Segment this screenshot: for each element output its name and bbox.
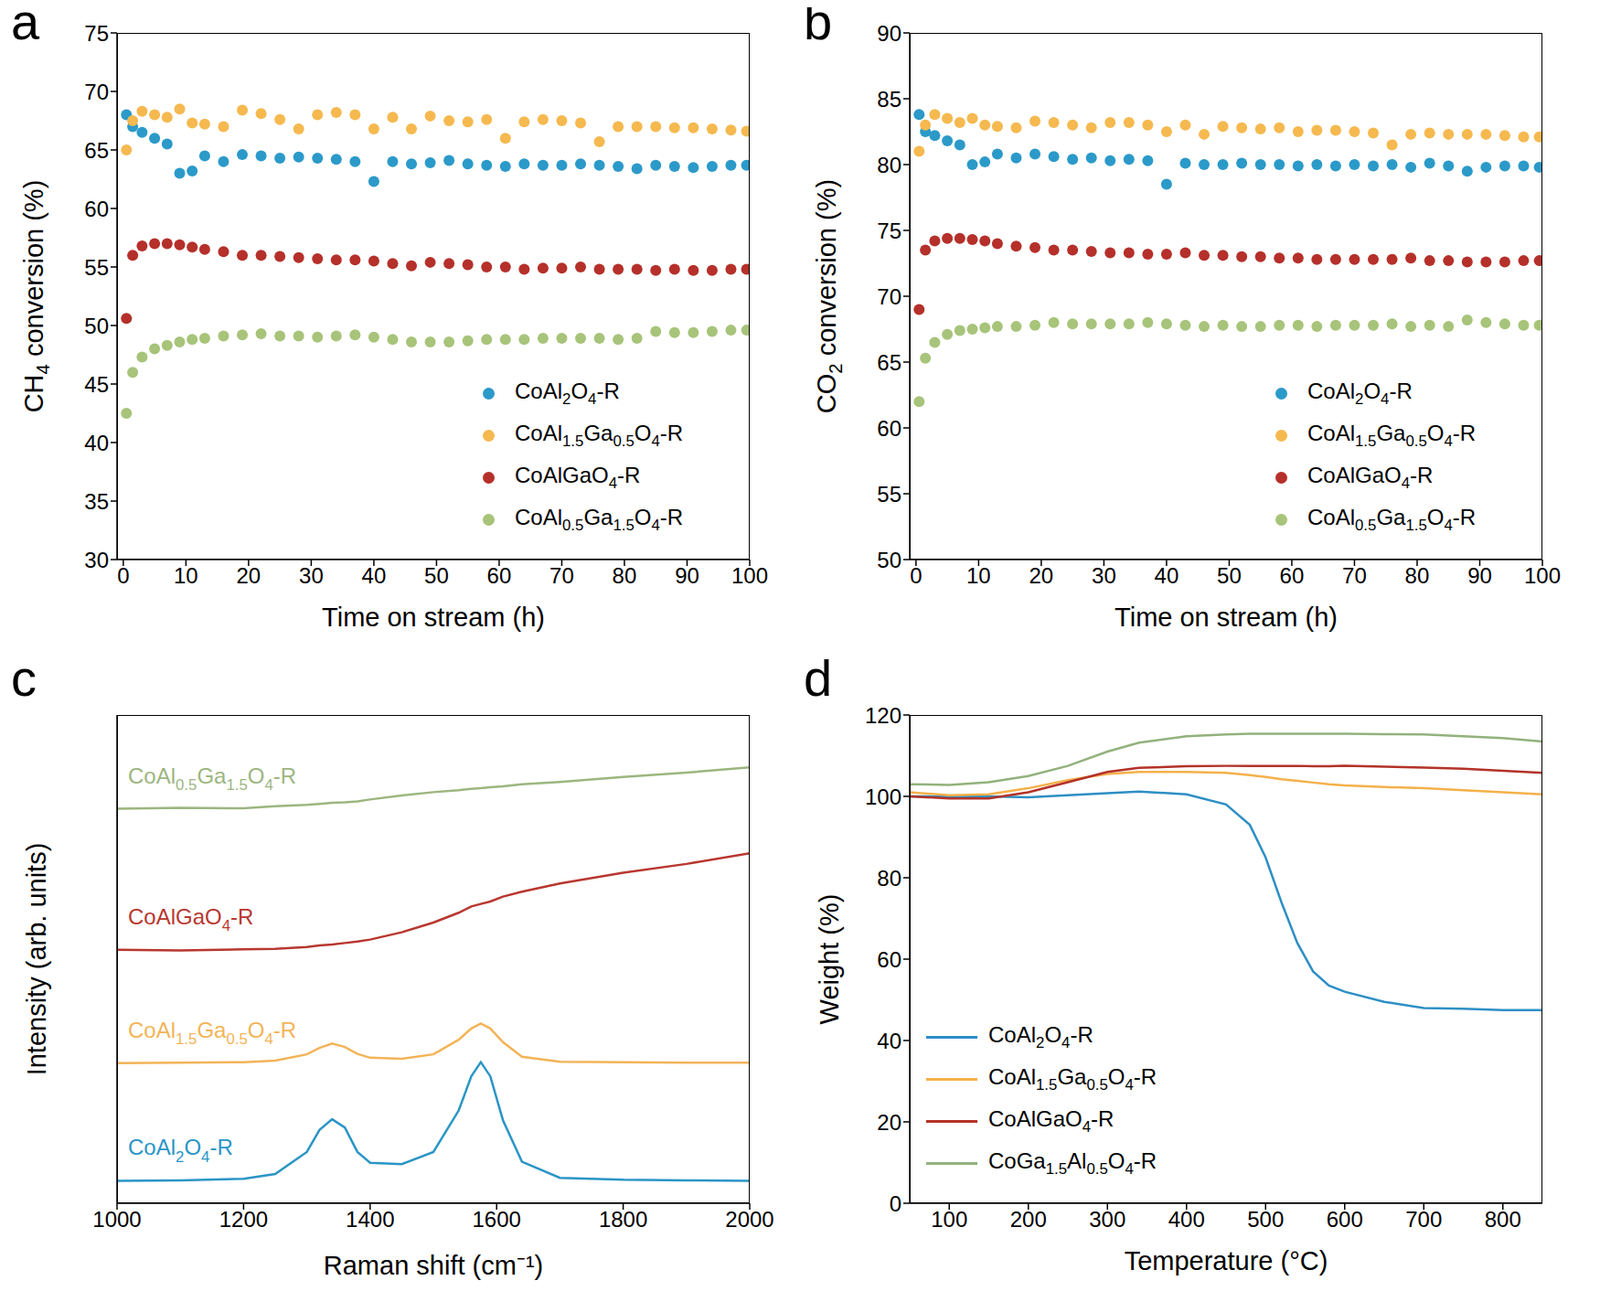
html-text:CoAl2O4-R: CoAl2O4-R — [988, 1021, 1094, 1051]
html-text:CoAl1.5Ga0.5O4-R: CoAl1.5Ga0.5O4-R — [514, 420, 684, 450]
svg-text:70: 70 — [549, 563, 575, 588]
html-text:d: d — [803, 649, 833, 707]
svg-text:1200: 1200 — [219, 1206, 268, 1232]
svg-text:0: 0 — [889, 1191, 902, 1216]
html-text:CoAlGaO4-R: CoAlGaO4-R — [988, 1105, 1114, 1135]
svg-text:20: 20 — [876, 1109, 902, 1135]
svg-text:55: 55 — [876, 481, 902, 507]
svg-text:90: 90 — [674, 563, 700, 588]
svg-text:100: 100 — [864, 784, 902, 810]
svg-text:CoAl2O4-R: CoAl2O4-R — [128, 1134, 234, 1165]
svg-text:600: 600 — [1326, 1206, 1364, 1232]
html-text:Weight (%): Weight (%) — [814, 893, 844, 1025]
html-text:CoAlGaO4-R: CoAlGaO4-R — [514, 462, 641, 492]
svg-text:70: 70 — [1342, 563, 1367, 588]
svg-text:CoAl1.5Ga0.5O4-R: CoAl1.5Ga0.5O4-R — [128, 1017, 297, 1048]
svg-text:75: 75 — [876, 218, 902, 244]
svg-text:0: 0 — [909, 563, 922, 588]
svg-text:35: 35 — [84, 489, 109, 514]
svg-text:90: 90 — [1467, 563, 1493, 588]
html-text:CoAl2O4-R: CoAl2O4-R — [1307, 378, 1413, 408]
svg-text:50: 50 — [1216, 563, 1242, 588]
svg-text:800: 800 — [1484, 1206, 1522, 1232]
html-text:conversion (%): conversion (%) — [19, 179, 49, 364]
svg-text:1800: 1800 — [598, 1206, 648, 1232]
svg-text:30: 30 — [1091, 563, 1117, 588]
svg-text:100: 100 — [1524, 563, 1561, 588]
html-text:CH: CH — [19, 374, 49, 413]
svg-text:40: 40 — [1154, 563, 1180, 588]
svg-text:40: 40 — [876, 1028, 902, 1054]
svg-text:60: 60 — [876, 416, 902, 441]
svg-text:60: 60 — [876, 947, 902, 972]
svg-text:75: 75 — [84, 21, 109, 46]
svg-text:300: 300 — [1088, 1206, 1126, 1232]
html-text:conversion (%): conversion (%) — [811, 179, 842, 364]
svg-text:70: 70 — [84, 79, 109, 105]
html-text:Time on stream (h): Time on stream (h) — [321, 602, 545, 632]
svg-text:120: 120 — [864, 703, 902, 728]
html-text:CoAl1.5Ga0.5O4-R: CoAl1.5Ga0.5O4-R — [988, 1063, 1157, 1093]
svg-text:65: 65 — [876, 350, 902, 375]
svg-text:1400: 1400 — [345, 1206, 395, 1232]
svg-text:20: 20 — [236, 563, 262, 588]
svg-text:50: 50 — [84, 313, 109, 339]
svg-text:CoAlGaO4-R: CoAlGaO4-R — [128, 904, 254, 935]
svg-text:45: 45 — [84, 372, 109, 397]
svg-text:100: 100 — [930, 1206, 968, 1232]
svg-text:20: 20 — [1029, 563, 1055, 588]
svg-text:30: 30 — [84, 547, 109, 573]
html-text:CoAl0.5Ga1.5O4-R: CoAl0.5Ga1.5O4-R — [514, 504, 684, 534]
html-text:2: 2 — [825, 363, 846, 374]
svg-text:80: 80 — [1405, 563, 1430, 588]
svg-text:500: 500 — [1247, 1206, 1284, 1232]
html-text:CoAl2O4-R: CoAl2O4-R — [514, 378, 620, 408]
svg-text:10: 10 — [173, 563, 199, 588]
svg-text:50: 50 — [876, 547, 902, 573]
svg-text:90: 90 — [876, 21, 902, 46]
svg-text:CoAl0.5Ga1.5O4-R: CoAl0.5Ga1.5O4-R — [128, 763, 297, 794]
svg-text:80: 80 — [876, 152, 902, 178]
svg-text:85: 85 — [876, 86, 902, 112]
html-text:Temperature (°C): Temperature (°C) — [1124, 1246, 1328, 1276]
svg-text:40: 40 — [84, 430, 109, 456]
svg-text:60: 60 — [1280, 563, 1305, 588]
svg-text:50: 50 — [424, 563, 449, 588]
svg-text:60: 60 — [487, 563, 512, 588]
html-text:4: 4 — [32, 363, 53, 375]
svg-text:55: 55 — [84, 255, 109, 280]
html-text:Raman shift (cm⁻¹): Raman shift (cm⁻¹) — [323, 1250, 544, 1280]
svg-text:30: 30 — [298, 563, 324, 588]
html-text:Intensity (arb. units): Intensity (arb. units) — [21, 842, 51, 1076]
html-text:CoAlGaO4-R: CoAlGaO4-R — [1307, 462, 1434, 492]
svg-text:100: 100 — [731, 563, 768, 588]
html-text:CoGa1.5Al0.5O4-R: CoGa1.5Al0.5O4-R — [988, 1147, 1157, 1178]
svg-text:10: 10 — [966, 563, 992, 588]
svg-text:60: 60 — [84, 196, 109, 222]
html-text:CoAl1.5Ga0.5O4-R: CoAl1.5Ga0.5O4-R — [1307, 420, 1476, 450]
html-text:CO: CO — [811, 373, 842, 414]
svg-text:80: 80 — [612, 563, 638, 588]
html-text:c: c — [10, 649, 37, 707]
svg-text:1000: 1000 — [92, 1206, 141, 1232]
svg-text:700: 700 — [1405, 1206, 1442, 1232]
svg-text:1600: 1600 — [472, 1206, 522, 1232]
svg-text:80: 80 — [876, 865, 902, 891]
svg-text:400: 400 — [1168, 1206, 1206, 1232]
svg-text:65: 65 — [84, 138, 109, 163]
svg-text:40: 40 — [362, 563, 387, 588]
html-text:CoAl0.5Ga1.5O4-R: CoAl0.5Ga1.5O4-R — [1307, 504, 1476, 534]
html-text:Time on stream (h): Time on stream (h) — [1114, 602, 1338, 632]
svg-text:70: 70 — [876, 284, 902, 310]
svg-text:200: 200 — [1010, 1206, 1047, 1232]
svg-text:0: 0 — [117, 563, 129, 588]
svg-text:2000: 2000 — [725, 1206, 774, 1232]
